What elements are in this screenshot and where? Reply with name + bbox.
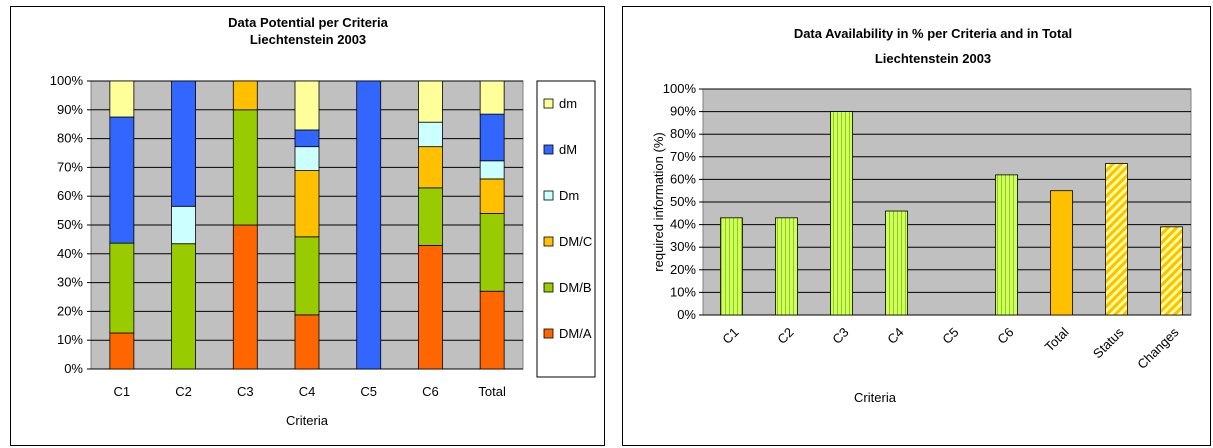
- y-tick-label: 30%: [670, 239, 696, 254]
- legend-swatch: [544, 99, 553, 108]
- chart-title: Data Potential per Criteria: [228, 15, 388, 30]
- y-tick-label: 80%: [57, 131, 83, 146]
- legend-swatch: [544, 237, 553, 246]
- x-tick-label: C3: [829, 325, 851, 347]
- bar-segment-dm-b: [233, 110, 257, 225]
- y-tick-label: 20%: [57, 303, 83, 318]
- bar-segment-dm: [418, 81, 442, 122]
- chart-subtitle: Liechtenstein 2003: [875, 51, 991, 66]
- bar-c1: [721, 218, 743, 315]
- bar-c4: [886, 211, 908, 315]
- bar-segment-dm: [357, 81, 381, 369]
- legend-label: DM/C: [559, 234, 592, 249]
- bar-segment-dm-a: [110, 333, 134, 369]
- legend-swatch: [544, 191, 553, 200]
- legend-label: dM: [559, 142, 577, 157]
- x-axis-label: Criteria: [286, 413, 329, 428]
- y-tick-label: 30%: [57, 275, 83, 290]
- bar-segment-dm: [480, 81, 504, 114]
- legend-label: Dm: [559, 188, 579, 203]
- bar-changes: [1161, 227, 1183, 315]
- bar-segment-dm-b: [480, 213, 504, 291]
- y-tick-label: 0%: [64, 361, 83, 376]
- y-tick-label: 90%: [670, 104, 696, 119]
- y-tick-label: 100%: [663, 81, 697, 96]
- bar-segment-dm-a: [295, 315, 319, 369]
- left-chart-frame: Data Potential per Criteria Liechtenstei…: [10, 6, 605, 446]
- x-tick-label: Total: [1042, 324, 1072, 354]
- bar-segment-dm: [480, 114, 504, 161]
- bar-segment-dm: [110, 117, 134, 243]
- bar-segment-dm-b: [110, 243, 134, 333]
- x-tick-label: Total: [478, 384, 506, 399]
- data-availability-chart: Data Availability in % per Criteria and …: [623, 7, 1212, 447]
- y-tick-label: 20%: [670, 262, 696, 277]
- bar-segment-dm-b: [295, 237, 319, 315]
- bar-segment-dm-b: [418, 188, 442, 246]
- y-tick-label: 50%: [57, 217, 83, 232]
- bar-c3: [831, 112, 853, 315]
- bar-segment-dm: [172, 81, 196, 206]
- x-tick-label: C5: [360, 384, 377, 399]
- y-tick-label: 10%: [670, 284, 696, 299]
- y-tick-label: 100%: [50, 73, 84, 88]
- right-chart-frame: Data Availability in % per Criteria and …: [622, 6, 1211, 446]
- y-tick-label: 40%: [57, 246, 83, 261]
- bar-segment-dm-c: [480, 179, 504, 214]
- y-tick-label: 40%: [670, 217, 696, 232]
- bar-segment-dm: [172, 206, 196, 243]
- bar-total: [1051, 191, 1073, 315]
- x-tick-label: C1: [719, 325, 741, 347]
- y-axis-label: required information (%): [651, 132, 666, 271]
- bar-segment-dm: [295, 130, 319, 147]
- data-potential-chart: Data Potential per Criteria Liechtenstei…: [11, 7, 606, 447]
- x-tick-label: C4: [884, 325, 906, 347]
- y-tick-label: 10%: [57, 332, 83, 347]
- x-tick-label: C2: [774, 325, 796, 347]
- y-tick-label: 70%: [670, 149, 696, 164]
- y-tick-label: 60%: [670, 171, 696, 186]
- x-tick-label: C5: [939, 325, 961, 347]
- bar-segment-dm: [295, 81, 319, 130]
- bar-c6: [996, 175, 1018, 315]
- bar-status: [1106, 164, 1128, 315]
- legend-label: DM/A: [559, 326, 592, 341]
- legend-label: dm: [559, 96, 577, 111]
- bar-segment-dm: [295, 147, 319, 171]
- legend-swatch: [544, 329, 553, 338]
- bar-segment-dm-c: [233, 81, 257, 110]
- x-tick-label: C3: [237, 384, 254, 399]
- legend-swatch: [544, 145, 553, 154]
- x-tick-label: C2: [175, 384, 192, 399]
- y-tick-label: 0%: [677, 307, 696, 322]
- x-tick-label: Status: [1090, 324, 1127, 361]
- bar-segment-dm-b: [172, 244, 196, 369]
- y-tick-label: 90%: [57, 102, 83, 117]
- x-tick-label: C6: [994, 325, 1016, 347]
- bar-segment-dm: [418, 122, 442, 146]
- x-tick-label: C1: [114, 384, 131, 399]
- bar-segment-dm-a: [418, 245, 442, 369]
- bar-segment-dm-a: [233, 225, 257, 369]
- bar-segment-dm: [110, 81, 134, 117]
- x-tick-label: C4: [299, 384, 316, 399]
- y-tick-label: 60%: [57, 188, 83, 203]
- legend-swatch: [544, 283, 553, 292]
- chart-title: Data Availability in % per Criteria and …: [794, 26, 1072, 41]
- y-tick-label: 70%: [57, 159, 83, 174]
- bar-segment-dm-c: [295, 171, 319, 237]
- x-axis-label: Criteria: [854, 390, 897, 405]
- bar-c2: [776, 218, 798, 315]
- bar-segment-dm-c: [418, 147, 442, 188]
- legend-label: DM/B: [559, 280, 592, 295]
- chart-subtitle: Liechtenstein 2003: [250, 32, 366, 47]
- bar-segment-dm: [480, 161, 504, 179]
- y-tick-label: 80%: [670, 126, 696, 141]
- x-tick-label: C6: [422, 384, 439, 399]
- x-tick-label: Changes: [1134, 324, 1182, 372]
- bar-segment-dm-a: [480, 291, 504, 369]
- y-tick-label: 50%: [670, 194, 696, 209]
